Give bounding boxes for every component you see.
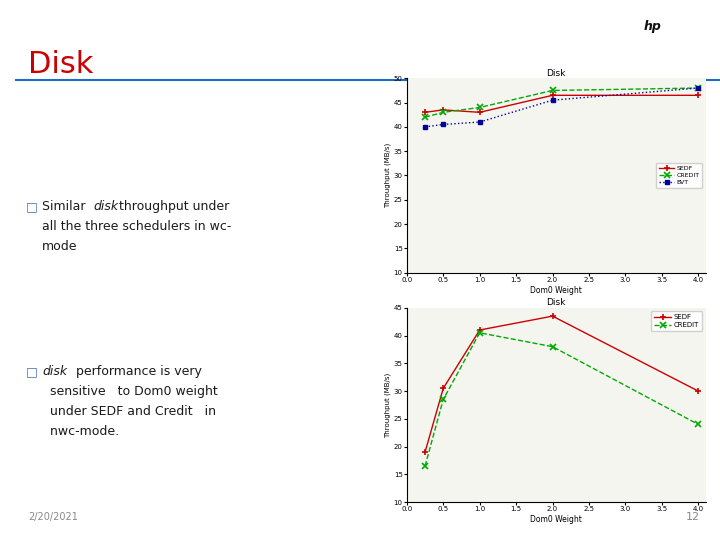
Text: disk: disk	[42, 365, 67, 378]
X-axis label: Dom0 Weight: Dom0 Weight	[530, 286, 582, 295]
Text: □: □	[26, 200, 37, 213]
Text: nwc-mode.: nwc-mode.	[42, 425, 119, 438]
Text: all the three schedulers in wc-: all the three schedulers in wc-	[42, 220, 231, 233]
Text: sensitive   to Dom0 weight: sensitive to Dom0 weight	[42, 385, 217, 398]
Text: under SEDF and Credit   in: under SEDF and Credit in	[42, 405, 216, 418]
Title: Disk: Disk	[546, 69, 566, 78]
Text: Disk: Disk	[28, 50, 94, 79]
Y-axis label: Throughput (MB/s): Throughput (MB/s)	[384, 373, 391, 437]
Text: 12: 12	[686, 512, 700, 522]
Y-axis label: Throughput (MB/s): Throughput (MB/s)	[384, 143, 391, 208]
Circle shape	[616, 5, 689, 52]
Legend: SEDF, CREDIT, BVT: SEDF, CREDIT, BVT	[656, 163, 703, 188]
Text: Similar: Similar	[42, 200, 89, 213]
Text: □: □	[26, 365, 37, 378]
Text: mode: mode	[42, 240, 78, 253]
Text: hp: hp	[643, 20, 661, 33]
Text: i n v e n t: i n v e n t	[646, 59, 675, 65]
Text: disk: disk	[93, 200, 118, 213]
Text: throughput under: throughput under	[115, 200, 229, 213]
Legend: SEDF, CREDIT: SEDF, CREDIT	[651, 311, 702, 331]
Title: Disk: Disk	[546, 298, 566, 307]
X-axis label: Dom0 Weight: Dom0 Weight	[530, 515, 582, 524]
Text: 2/20/2021: 2/20/2021	[28, 512, 78, 522]
Text: performance is very: performance is very	[68, 365, 202, 378]
